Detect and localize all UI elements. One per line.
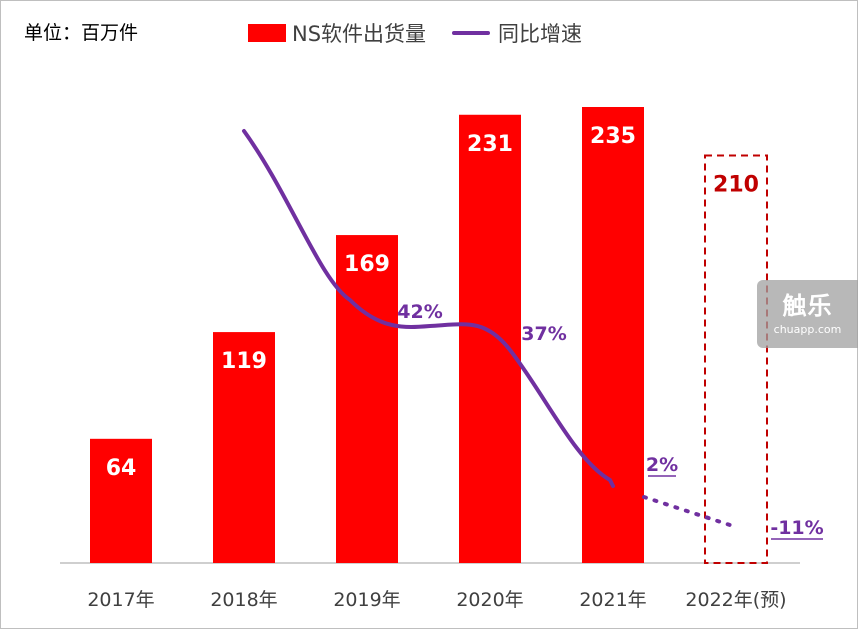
x-tick-label-1: 2018年 — [210, 589, 277, 611]
bar-value-label-1: 119 — [221, 349, 267, 374]
bar-value-label-2: 169 — [344, 252, 390, 277]
growth-label-2: 37% — [521, 323, 566, 345]
x-tick-label-0: 2017年 — [87, 589, 154, 611]
watermark-domain: chuapp.com — [773, 323, 842, 336]
x-tick-label-5: 2022年(预) — [685, 589, 786, 611]
bar-1 — [213, 332, 275, 563]
bar-2 — [336, 235, 398, 563]
legend-bar-swatch — [248, 24, 286, 42]
legend-bar-label: NS软件出货量 — [292, 22, 427, 46]
legend-line-swatch — [452, 31, 491, 35]
bar-value-label-4: 235 — [590, 124, 636, 149]
growth-line-forecast — [642, 495, 738, 529]
growth-label-4: -11% — [770, 517, 823, 539]
bar-value-label-5: 210 — [713, 173, 759, 198]
growth-label-3: 2% — [646, 454, 678, 476]
unit-label: 单位：百万件 — [24, 22, 139, 44]
legend-line-label: 同比增速 — [498, 22, 583, 46]
bar-0 — [90, 438, 152, 563]
x-tick-label-2: 2019年 — [333, 589, 400, 611]
bar-forecast-5 — [704, 154, 768, 564]
growth-line-solid — [242, 129, 615, 488]
bar-value-label-3: 231 — [467, 132, 513, 157]
legend-item-line: 同比增速 — [452, 18, 582, 48]
bar-4 — [582, 107, 644, 563]
legend: NS软件出货量 同比增速 — [248, 18, 608, 48]
watermark: 触乐 chuapp.com — [757, 280, 858, 348]
bar-3 — [459, 114, 521, 563]
watermark-logo-text: 触乐 — [782, 292, 833, 320]
x-tick-label-3: 2020年 — [456, 589, 523, 611]
growth-label-1: 42% — [397, 301, 442, 323]
legend-item-bar: NS软件出货量 — [248, 18, 426, 48]
bar-value-label-0: 64 — [106, 456, 137, 481]
x-tick-label-4: 2021年 — [579, 589, 646, 611]
